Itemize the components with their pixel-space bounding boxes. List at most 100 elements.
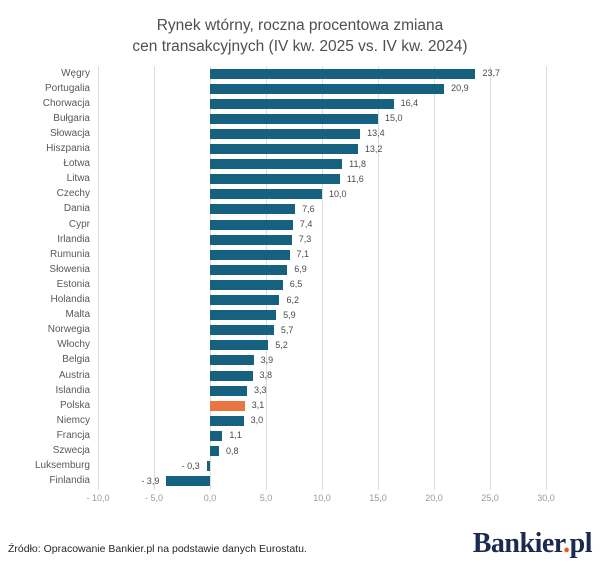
bar-norwegia xyxy=(210,325,274,336)
x-tick-label: 0,0 xyxy=(203,493,217,503)
source-note: Źródło: Opracowanie Bankier.pl na podsta… xyxy=(8,543,307,555)
gridline-x-0,0 xyxy=(209,66,211,490)
country-label-finlandia: Finlandia xyxy=(49,475,90,487)
country-label-austria: Austria xyxy=(58,369,90,381)
bar-malta xyxy=(210,310,277,321)
bar-dania xyxy=(210,204,296,215)
logo-dot: . xyxy=(563,528,570,559)
country-label-francja: Francja xyxy=(56,429,90,441)
gridline-x--5,0 xyxy=(153,66,155,490)
value-label-austria: 3,8 xyxy=(259,370,273,380)
bar-litwa xyxy=(210,174,340,185)
value-label-francja: 1,1 xyxy=(229,430,242,441)
country-label-cypr: Cypr xyxy=(68,218,90,230)
bar-cypr xyxy=(210,219,293,230)
value-label-finlandia: - 3,9 xyxy=(141,475,160,486)
bar-słowacja xyxy=(210,128,361,139)
chart-title-line2: cen transakcyjnych (IV kw. 2025 vs. IV k… xyxy=(132,38,468,55)
bar-portugalia xyxy=(210,83,445,94)
gridline-x-20,0 xyxy=(433,66,435,490)
bar-finlandia xyxy=(166,476,210,487)
country-label-holandia: Holandia xyxy=(50,294,90,305)
value-label-cypr: 7,4 xyxy=(299,219,313,229)
x-tick-label: 5,0 xyxy=(259,493,273,503)
country-label-bułgaria: Bułgaria xyxy=(53,112,90,124)
country-label-dania: Dania xyxy=(63,203,90,215)
chart-title: Rynek wtórny, roczna procentowa zmiana c… xyxy=(0,15,600,57)
country-label-portugalia: Portugalia xyxy=(44,82,90,94)
gridline-x-25,0 xyxy=(489,66,491,490)
value-label-słowenia: 6,9 xyxy=(294,264,307,275)
value-label-litwa: 11,6 xyxy=(346,173,364,184)
bar-włochy xyxy=(210,340,269,351)
bar-estonia xyxy=(210,279,283,290)
value-label-norwegia: 5,7 xyxy=(280,324,294,335)
value-label-malta: 5,9 xyxy=(283,309,296,320)
bar-polska xyxy=(210,400,245,411)
bar-hiszpania xyxy=(210,144,358,154)
country-label-litwa: Litwa xyxy=(66,173,90,185)
bar-łotwa xyxy=(210,159,343,170)
bar-rumunia xyxy=(210,249,290,260)
value-label-węgry: 23,7 xyxy=(482,68,500,78)
country-label-estonia: Estonia xyxy=(56,278,90,290)
value-label-holandia: 6,2 xyxy=(286,294,299,305)
logo-text: Bankier xyxy=(472,528,564,559)
bar-węgry xyxy=(210,68,476,79)
x-tick-label: 20,0 xyxy=(425,493,443,503)
bar-belgia xyxy=(210,355,254,366)
bar-słowenia xyxy=(210,264,288,275)
gridline-x-15,0 xyxy=(377,66,379,490)
value-label-bułgaria: 15,0 xyxy=(385,113,403,124)
bar-islandia xyxy=(210,385,247,396)
gridline-x-30,0 xyxy=(545,66,547,490)
country-label-włochy: Włochy xyxy=(57,339,90,351)
country-label-rumunia: Rumunia xyxy=(49,248,90,260)
value-label-irlandia: 7,3 xyxy=(298,234,312,245)
country-label-polska: Polska xyxy=(59,399,90,411)
country-label-luksemburg: Luksemburg xyxy=(34,460,90,472)
gridline-x--10,0 xyxy=(97,66,99,490)
bar-chart-plot-area: Węgry 23,7 Portugalia 20,9 Chorwacja 16,4 Bułg… xyxy=(0,66,600,490)
value-label-chorwacja: 16,4 xyxy=(400,98,419,109)
value-label-islandia: 3,3 xyxy=(253,385,267,396)
country-label-niemcy: Niemcy xyxy=(56,414,90,426)
value-label-łotwa: 11,8 xyxy=(349,158,367,169)
value-label-słowacja: 13,4 xyxy=(367,128,385,139)
chart-title-line1: Rynek wtórny, roczna procentowa zmiana xyxy=(156,17,444,34)
country-label-czechy: Czechy xyxy=(56,188,90,200)
bar-bułgaria xyxy=(210,113,378,124)
country-label-chorwacja: Chorwacja xyxy=(42,97,90,109)
value-label-estonia: 6,5 xyxy=(289,279,303,290)
value-label-luksemburg: - 0,3 xyxy=(181,460,200,471)
country-label-łotwa: Łotwa xyxy=(63,158,90,170)
bar-francja xyxy=(210,430,223,441)
country-label-hiszpania: Hiszpania xyxy=(46,143,90,154)
x-tick-label: 10,0 xyxy=(313,493,331,503)
x-axis: - 10,0 - 5,0 0,0 5,0 10,0 15,0 20,0 25,0 30,0 xyxy=(0,492,600,506)
value-label-portugalia: 20,9 xyxy=(451,83,469,94)
bar-niemcy xyxy=(210,415,244,426)
x-tick-label: - 10,0 xyxy=(86,493,110,503)
value-label-belgia: 3,9 xyxy=(260,354,274,365)
country-label-belgia: Belgia xyxy=(62,354,90,366)
country-label-norwegia: Norwegia xyxy=(47,324,90,336)
x-tick-label: 25,0 xyxy=(481,493,499,503)
value-label-rumunia: 7,1 xyxy=(296,249,310,260)
gridline-x-10,0 xyxy=(321,66,323,490)
country-label-węgry: Węgry xyxy=(61,67,90,79)
x-tick-label: 30,0 xyxy=(537,493,555,503)
country-label-islandia: Islandia xyxy=(55,384,90,396)
value-label-niemcy: 3,0 xyxy=(250,415,264,426)
value-label-włochy: 5,2 xyxy=(275,339,288,350)
value-label-czechy: 10,0 xyxy=(329,188,347,199)
bar-austria xyxy=(210,370,253,381)
country-label-malta: Malta xyxy=(65,309,90,321)
value-label-dania: 7,6 xyxy=(302,203,315,214)
country-label-irlandia: Irlandia xyxy=(57,233,90,245)
country-label-słowacja: Słowacja xyxy=(49,127,90,139)
bar-holandia xyxy=(210,295,280,305)
value-label-polska: 3,1 xyxy=(251,400,265,411)
country-label-słowenia: Słowenia xyxy=(49,263,90,275)
